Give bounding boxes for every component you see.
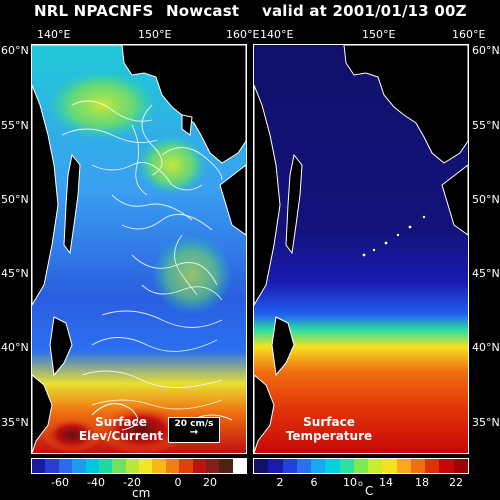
temperature-colorbar-swatch	[311, 459, 326, 473]
elevation-map-graphic	[32, 45, 246, 453]
temperature-colorbar-swatch	[410, 459, 426, 473]
surface-elevation-current-map: Surface Elev/Current 20 cm/s →	[31, 44, 247, 454]
elevation-tick-neg40: -40	[87, 476, 105, 489]
elevation-colorbar-swatch	[165, 459, 180, 473]
elevation-label-line2: Elev/Current	[78, 429, 164, 443]
temperature-colorbar	[253, 458, 469, 474]
temperature-colorbar-swatch	[339, 459, 354, 473]
elevation-label-line1: Surface	[95, 415, 147, 429]
temperature-unit: C	[365, 484, 374, 498]
elevation-colorbar-swatch	[72, 459, 86, 473]
elevation-tick-neg60: -60	[51, 476, 69, 489]
title-source: NRL NPACNFS	[34, 2, 154, 20]
temperature-panel-label: Surface Temperature	[274, 415, 384, 443]
surface-temperature-map: Surface Temperature	[253, 44, 469, 454]
elevation-colorbar-swatch	[45, 459, 59, 473]
temperature-tick-22: 22	[449, 476, 463, 489]
elevation-colorbar-swatch	[192, 459, 206, 473]
lat-label-55-right: 55°N	[472, 119, 500, 132]
elevation-colorbar-swatch	[232, 459, 246, 473]
lat-label-50-left: 50°N	[1, 193, 29, 206]
temperature-colorbar-swatch	[325, 459, 340, 473]
elevation-panel-label: Surface Elev/Current	[66, 415, 176, 443]
elevation-colorbar-swatch	[179, 459, 193, 473]
lon-label-150-right: 150°E	[362, 28, 396, 41]
elevation-colorbar-swatch	[112, 459, 126, 473]
title-valid-time: valid at 2001/01/13 00Z	[262, 2, 467, 20]
lon-label-150-left: 150°E	[138, 28, 172, 41]
lat-label-35-left: 35°N	[1, 416, 29, 429]
temperature-colorbar-swatch	[439, 459, 454, 473]
elevation-colorbar-swatch	[219, 459, 233, 473]
lat-label-50-right: 50°N	[472, 193, 500, 206]
elevation-tick-0: 0	[174, 476, 182, 489]
lat-label-35-right: 35°N	[472, 416, 500, 429]
temperature-tick-2: 2	[276, 476, 284, 489]
temperature-colorbar-swatch	[368, 459, 383, 473]
temperature-tick-14: 14	[379, 476, 393, 489]
lat-label-60-left: 60°N	[1, 44, 29, 57]
lon-label-140-right: 140°E	[260, 28, 294, 41]
lon-label-140-left: 140°E	[37, 28, 71, 41]
elevation-colorbar-swatch	[139, 459, 153, 473]
temperature-label-line1: Surface	[303, 415, 355, 429]
elevation-colorbar-swatch	[32, 459, 46, 473]
elevation-colorbar-swatch	[98, 459, 113, 473]
temperature-colorbar-swatch	[353, 459, 369, 473]
vector-scale-legend: 20 cm/s →	[168, 417, 220, 443]
vector-scale-label: 20 cm/s	[174, 419, 214, 429]
temperature-colorbar-swatch	[268, 459, 283, 473]
lon-label-160-left: 160°E	[226, 28, 260, 41]
lat-label-60-right: 60°N	[472, 44, 500, 57]
elevation-tick-20: 20	[203, 476, 217, 489]
temperature-tick-10: 10	[343, 476, 357, 489]
lat-label-40-left: 40°N	[1, 341, 29, 354]
elevation-colorbar	[31, 458, 247, 474]
temperature-colorbar-swatch	[425, 459, 440, 473]
temperature-colorbar-swatch	[296, 459, 312, 473]
elevation-unit: cm	[132, 486, 151, 500]
elevation-colorbar-swatch	[85, 459, 99, 473]
elevation-colorbar-swatch	[205, 459, 220, 473]
temperature-colorbar-swatch	[254, 459, 269, 473]
temperature-unit-degree: o	[358, 479, 363, 488]
temperature-map-graphic	[254, 45, 468, 453]
temperature-label-line2: Temperature	[285, 429, 373, 443]
elevation-colorbar-swatch	[58, 459, 73, 473]
lat-label-45-left: 45°N	[1, 267, 29, 280]
temperature-colorbar-swatch	[396, 459, 411, 473]
lat-label-45-right: 45°N	[472, 267, 500, 280]
elevation-colorbar-swatch	[125, 459, 139, 473]
elevation-colorbar-swatch	[152, 459, 166, 473]
temperature-colorbar-swatch	[453, 459, 468, 473]
title-product: Nowcast	[166, 2, 240, 20]
temperature-tick-6: 6	[310, 476, 318, 489]
elevation-tick-neg20: -20	[123, 476, 141, 489]
vector-scale-arrow-icon: →	[189, 427, 199, 438]
lat-label-55-left: 55°N	[1, 119, 29, 132]
lon-label-160-right: 160°E	[452, 28, 486, 41]
temperature-colorbar-swatch	[382, 459, 397, 473]
temperature-tick-18: 18	[415, 476, 429, 489]
lat-label-40-right: 40°N	[472, 341, 500, 354]
temperature-colorbar-swatch	[282, 459, 297, 473]
